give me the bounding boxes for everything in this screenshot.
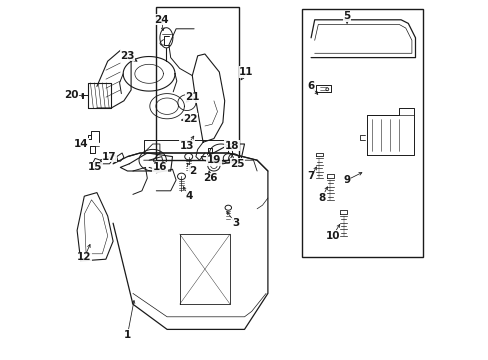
Text: 20: 20 (64, 90, 79, 100)
Text: 6: 6 (307, 81, 314, 91)
Text: 14: 14 (73, 139, 88, 149)
Text: 10: 10 (325, 231, 339, 241)
Text: 4: 4 (184, 191, 192, 201)
Text: 12: 12 (77, 252, 91, 262)
Text: 25: 25 (229, 159, 244, 169)
Text: 18: 18 (224, 141, 239, 151)
Text: 21: 21 (184, 92, 199, 102)
Text: 7: 7 (307, 171, 314, 181)
Text: 26: 26 (203, 173, 217, 183)
Text: 3: 3 (231, 218, 239, 228)
Text: 15: 15 (88, 162, 102, 172)
Text: 22: 22 (183, 114, 197, 124)
Text: 19: 19 (206, 155, 221, 165)
Text: 24: 24 (154, 15, 169, 25)
Text: 13: 13 (179, 141, 194, 151)
Text: 2: 2 (188, 166, 196, 176)
Text: 5: 5 (343, 11, 350, 21)
Text: 17: 17 (102, 152, 117, 162)
Text: 8: 8 (318, 193, 325, 203)
Text: 11: 11 (239, 67, 253, 77)
Text: 23: 23 (120, 51, 135, 61)
Text: 16: 16 (152, 162, 167, 172)
Text: 1: 1 (123, 330, 131, 340)
Text: 9: 9 (343, 175, 350, 185)
Bar (156, 7, 239, 160)
Bar (302, 9, 422, 257)
